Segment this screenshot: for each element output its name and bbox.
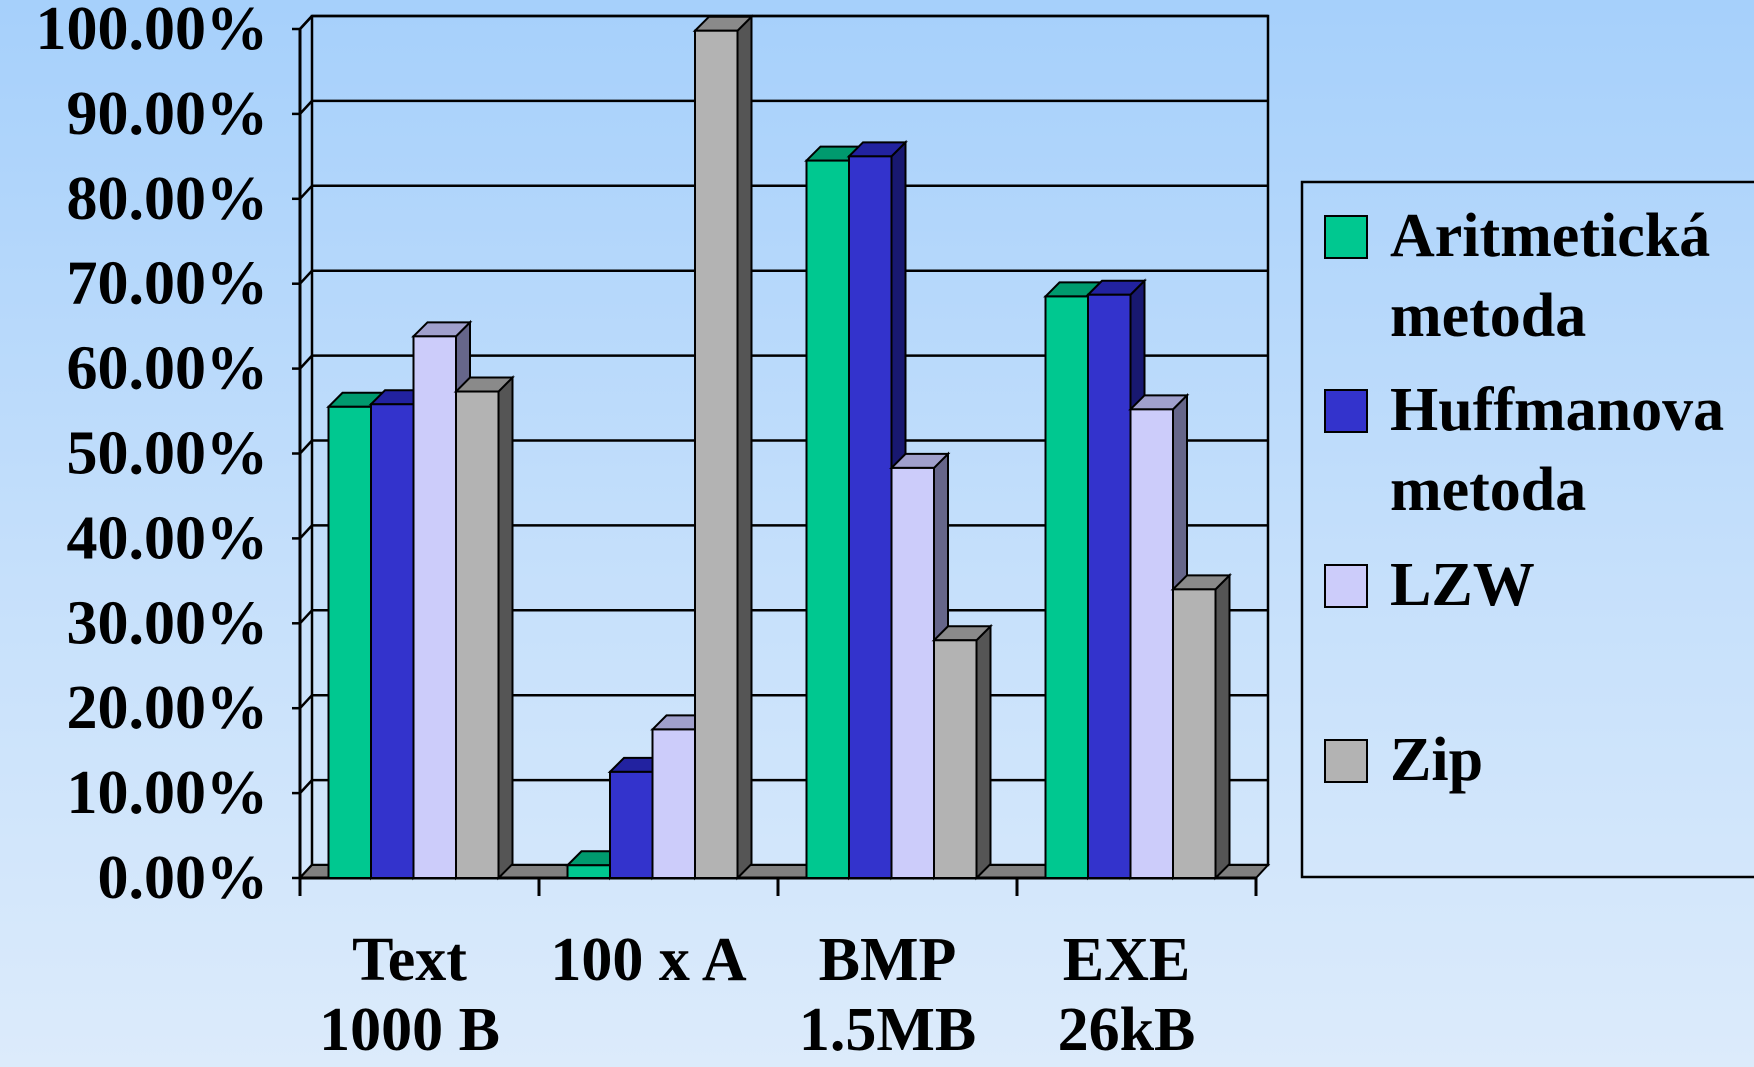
gridline-depth (299, 694, 313, 710)
gridline-depth (299, 184, 313, 200)
bar-front (694, 29, 739, 880)
bar-front (412, 335, 457, 879)
bar-side (1214, 572, 1231, 881)
bar-front (327, 405, 372, 879)
bar-front (609, 770, 654, 879)
bar-front (1044, 295, 1089, 879)
legend-label: Aritmetická metoda (1390, 202, 1710, 350)
legend-label: Zip (1390, 726, 1483, 794)
bar-front (848, 155, 893, 880)
bar (453, 375, 515, 881)
legend-swatch (1324, 215, 1368, 259)
y-tick-label: 100.00% (36, 0, 269, 63)
gridline-depth (299, 779, 313, 794)
gridline-depth (299, 524, 313, 540)
x-axis-category-labels: Text 1000 B 100 x A BMP 1.5MB EXE 26kB (319, 926, 1195, 1064)
y-tick-label: 50.00% (67, 420, 269, 488)
x-category-label: 100 x A (550, 926, 747, 994)
bar-front (566, 864, 611, 880)
gridline-depth (299, 269, 313, 285)
bar-front (805, 159, 850, 880)
bar-front (455, 390, 500, 879)
gridline-depth (299, 609, 313, 625)
legend-swatch (1324, 389, 1368, 433)
y-tick-label: 80.00% (67, 165, 269, 233)
y-tick-label: 70.00% (67, 250, 269, 318)
legend-swatch (1324, 564, 1368, 608)
gridline-depth (299, 439, 313, 455)
bar-front (1129, 408, 1174, 879)
bar-side (497, 375, 514, 881)
bar-side (975, 623, 992, 881)
y-tick-label: 10.00% (67, 759, 269, 827)
bar (692, 14, 754, 881)
legend-label: LZW (1390, 551, 1535, 619)
legend-label: Huffmanova metoda (1390, 376, 1724, 524)
legend-box (1300, 180, 1754, 879)
y-tick-label: 20.00% (67, 674, 269, 742)
y-tick-label: 0.00% (98, 844, 269, 912)
legend-swatch (1324, 739, 1368, 783)
y-tick-label: 40.00% (67, 504, 269, 572)
bar (1170, 572, 1232, 881)
bar-front (1172, 588, 1217, 880)
bars (326, 14, 1232, 881)
y-tick-label: 60.00% (67, 335, 269, 403)
x-category-label: EXE 26kB (1058, 926, 1196, 1064)
bar-side (736, 14, 753, 881)
legend: Aritmetická metoda Huffmanova metoda LZW Zip (1300, 180, 1754, 879)
gridline-depth (299, 100, 313, 115)
y-axis-tick-labels: 0.00% 10.00% 20.00% 30.00% 40.00% 50.00% 60.00… (36, 0, 269, 912)
bar-front (370, 403, 415, 879)
y-tick-label: 90.00% (67, 80, 269, 148)
bar-front (1087, 293, 1132, 879)
x-category-label: Text 1000 B (319, 926, 500, 1064)
bar-front (651, 728, 696, 879)
bar-front (933, 639, 978, 880)
x-category-label: BMP 1.5MB (799, 926, 976, 1064)
gridline-depth (299, 354, 313, 370)
y-axis-depth (299, 15, 313, 30)
y-tick-label: 30.00% (67, 589, 269, 657)
bar (931, 623, 993, 881)
bar-front (890, 466, 935, 879)
